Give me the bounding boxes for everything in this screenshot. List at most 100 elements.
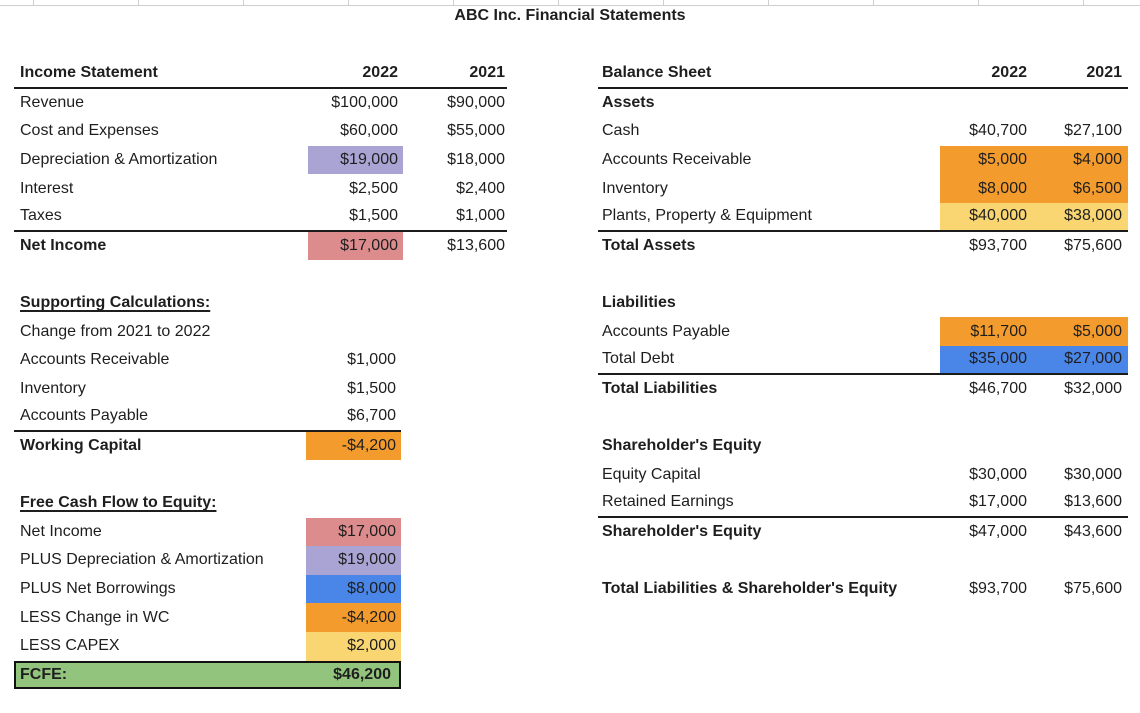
column-header-2021: 2021 [1086, 64, 1122, 82]
income-statement-table: Income Statement 2022 2021 Revenue $100,0… [14, 60, 507, 261]
column-header-2022: 2022 [362, 64, 398, 82]
row-label: Interest [20, 179, 74, 197]
fcfe-table: Free Cash Flow to Equity: Net Income $17,… [14, 489, 401, 690]
table-row: Accounts Payable $11,700 $5,000 [598, 317, 1128, 346]
table-row: Plants, Property & Equipment $40,000 $38,0… [598, 202, 1128, 232]
income-statement-rows: Revenue $100,000 $90,000 Cost and Expenses $… [14, 89, 507, 261]
row-label: Assets [602, 93, 655, 111]
balance-sheet-title: Balance Sheet [602, 64, 712, 82]
row-label: Total Assets [602, 236, 696, 254]
table-row: Inventory $1,500 [14, 375, 401, 404]
value-2022: $6,700 [347, 407, 396, 425]
spreadsheet-gridline-strip [0, 0, 1140, 6]
balance-sheet-table: Balance Sheet 2022 2021 Assets Cash $40,70… [598, 60, 1128, 603]
row-label: Accounts Receivable [20, 351, 170, 369]
value-2022 [940, 432, 1032, 461]
table-row: Depreciation & Amortization $19,000 $18,00… [14, 145, 507, 175]
supporting-calculations-rows: Change from 2021 to 2022 Accounts Receiva… [14, 317, 401, 461]
table-row: Total Liabilities $46,700 $32,000 [598, 375, 1128, 404]
value-2021: $75,600 [1064, 236, 1122, 254]
table-row: Retained Earnings $17,000 $13,600 [598, 489, 1128, 518]
value-2021: $55,000 [447, 122, 505, 140]
row-label: Net Income [20, 236, 107, 254]
fcfe-rows: Net Income $17,000 PLUS Depreciation & Amo… [14, 517, 401, 661]
table-row: Inventory $8,000 $6,500 [598, 174, 1128, 203]
row-label: Inventory [602, 179, 668, 197]
value-2022: $2,000 [306, 631, 401, 661]
table-row: Total Debt $35,000 $27,000 [598, 345, 1128, 375]
supporting-calculations-table: Supporting Calculations: Change from 202… [14, 289, 401, 461]
value-2021: $4,000 [1032, 145, 1128, 175]
table-row: Assets [598, 89, 1128, 118]
value-2021: $27,000 [1032, 345, 1128, 373]
value-2022: -$4,200 [306, 431, 401, 461]
value-2022: $1,500 [349, 207, 398, 225]
table-row: Interest $2,500 $2,400 [14, 174, 507, 203]
value-2022: $17,000 [306, 517, 401, 547]
value-2022 [306, 317, 401, 346]
row-label: Taxes [20, 207, 62, 225]
value-2022: $5,000 [940, 145, 1032, 175]
value-2022: $8,000 [306, 574, 401, 604]
fcfe-total-label: FCFE: [20, 665, 68, 683]
value-2021 [1032, 432, 1128, 461]
table-row: Change from 2021 to 2022 [14, 317, 401, 346]
fcfe-total-row: FCFE: $46,200 [14, 660, 401, 690]
table-row: Cash $40,700 $27,100 [598, 117, 1128, 146]
table-row: Total Liabilities & Shareholder's Equity… [598, 575, 1128, 604]
row-label: Cost and Expenses [20, 122, 159, 140]
value-2022: $8,000 [940, 174, 1032, 203]
value-2021: $13,600 [447, 236, 505, 254]
fcfe-heading: Free Cash Flow to Equity: [20, 494, 217, 512]
value-2022: $47,000 [969, 522, 1027, 540]
table-row: LESS CAPEX $2,000 [14, 631, 401, 661]
row-label: Accounts Receivable [602, 151, 752, 169]
value-2021: $27,100 [1064, 122, 1122, 140]
section-heading-row: Supporting Calculations: [14, 289, 401, 318]
value-2022: $17,000 [969, 493, 1027, 511]
value-2022: $2,500 [349, 179, 398, 197]
row-label: Change from 2021 to 2022 [20, 322, 211, 340]
table-row: Working Capital -$4,200 [14, 431, 401, 461]
blank-row [598, 260, 1128, 289]
income-statement-header-row: Income Statement 2022 2021 [14, 60, 507, 89]
blank-row [598, 403, 1128, 432]
table-row: Cost and Expenses $60,000 $55,000 [14, 117, 507, 146]
value-2022: $93,700 [969, 236, 1027, 254]
value-2022: $60,000 [340, 122, 398, 140]
row-label: Liabilities [602, 294, 676, 312]
value-2021 [1032, 289, 1128, 318]
table-row: PLUS Net Borrowings $8,000 [14, 574, 401, 604]
value-2022 [940, 289, 1032, 318]
row-label: PLUS Depreciation & Amortization [20, 551, 264, 569]
table-row: Total Assets $93,700 $75,600 [598, 232, 1128, 261]
value-2021: $38,000 [1032, 202, 1128, 230]
row-label: Accounts Payable [20, 407, 149, 425]
row-label: Total Liabilities [602, 379, 718, 397]
sheet-title: ABC Inc. Financial Statements [454, 7, 686, 24]
value-2022: $19,000 [308, 145, 403, 175]
column-header-2021: 2021 [469, 64, 505, 82]
value-2021: $32,000 [1064, 379, 1122, 397]
row-label: Inventory [20, 379, 86, 397]
table-row: Accounts Receivable $5,000 $4,000 [598, 145, 1128, 175]
income-statement-title: Income Statement [20, 64, 158, 82]
row-label: Plants, Property & Equipment [602, 207, 812, 225]
table-row: Taxes $1,500 $1,000 [14, 203, 507, 232]
row-label: Accounts Payable [602, 322, 731, 340]
value-2021: $5,000 [1032, 317, 1128, 346]
row-label: LESS Change in WC [20, 608, 170, 626]
balance-sheet-header-row: Balance Sheet 2022 2021 [598, 60, 1128, 89]
value-2022: $11,700 [940, 317, 1032, 346]
row-label: Depreciation & Amortization [20, 151, 218, 169]
value-2021: $75,600 [1064, 579, 1122, 597]
row-label: Revenue [20, 93, 85, 111]
table-row: Equity Capital $30,000 $30,000 [598, 460, 1128, 489]
table-row: Net Income $17,000 [14, 517, 401, 547]
supporting-calculations-heading: Supporting Calculations: [20, 294, 211, 312]
value-2021 [1032, 89, 1128, 118]
table-row: Liabilities [598, 289, 1128, 318]
fcfe-total-value: $46,200 [333, 665, 391, 683]
value-2022: $100,000 [331, 93, 398, 111]
